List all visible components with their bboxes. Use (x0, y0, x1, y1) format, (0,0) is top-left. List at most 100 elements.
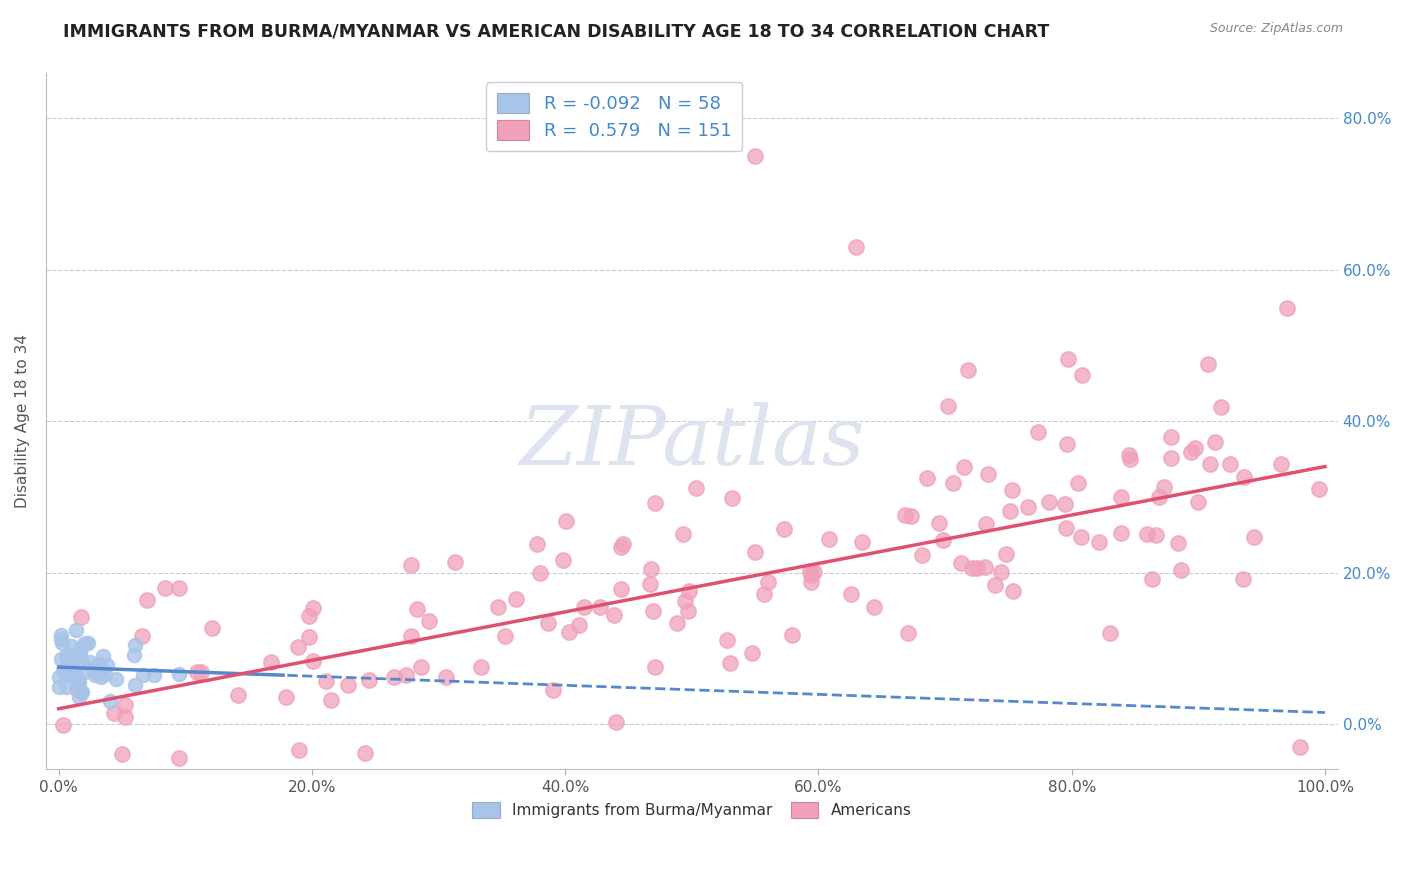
Point (418, 614, 440, 628)
Point (395, 668, 418, 682)
Point (966, 561, 988, 575)
Point (640, 562, 662, 576)
Point (1070, 530, 1092, 544)
Point (754, 587, 776, 601)
Point (1160, 450, 1182, 465)
Point (839, 586, 862, 600)
Point (1219, 457, 1241, 471)
Point (75, 635, 97, 649)
Point (741, 646, 763, 660)
Point (1088, 535, 1111, 549)
Point (671, 526, 693, 541)
Point (526, 537, 548, 551)
Point (900, 509, 922, 524)
Point (302, 601, 325, 615)
Point (673, 594, 696, 608)
Point (505, 591, 527, 606)
Point (124, 678, 146, 692)
Point (122, 648, 145, 663)
Point (83, 667, 105, 681)
Point (1001, 583, 1024, 598)
Point (1054, 521, 1077, 535)
Point (942, 475, 965, 490)
Point (142, 668, 165, 682)
Point (851, 535, 873, 549)
Point (1187, 495, 1209, 509)
Point (744, 544, 766, 558)
Point (59, 639, 82, 653)
Point (486, 600, 509, 615)
Point (990, 565, 1012, 579)
Point (957, 363, 980, 377)
Point (66, 678, 89, 692)
Point (950, 556, 973, 570)
Point (302, 654, 325, 668)
Point (69, 646, 91, 660)
Point (676, 604, 699, 618)
Point (928, 516, 950, 531)
Point (1136, 527, 1159, 541)
Point (603, 608, 626, 623)
Point (49, 632, 72, 646)
Point (135, 593, 157, 607)
Point (53, 666, 76, 681)
Point (678, 583, 700, 598)
Point (644, 496, 666, 510)
Point (1001, 483, 1024, 497)
Point (274, 690, 297, 704)
Point (63, 662, 86, 676)
Point (357, 673, 380, 687)
Point (90, 669, 112, 683)
Point (644, 660, 666, 674)
Point (1160, 430, 1182, 444)
Point (470, 659, 492, 673)
Point (1308, 482, 1330, 496)
Point (998, 503, 1021, 517)
Point (52, 718, 75, 732)
Point (288, 743, 311, 757)
Point (1209, 401, 1232, 415)
Point (201, 621, 224, 635)
Point (974, 560, 997, 574)
Point (186, 665, 208, 680)
Point (62, 662, 84, 676)
Point (382, 669, 405, 683)
Point (799, 564, 821, 578)
Point (931, 533, 953, 548)
Point (87, 659, 110, 673)
Point (70, 685, 93, 699)
Point (190, 665, 212, 679)
Point (610, 540, 633, 554)
Point (114, 710, 136, 724)
Point (409, 660, 432, 674)
Point (984, 578, 1007, 592)
Point (744, 149, 766, 163)
Point (65, 675, 87, 690)
Point (405, 601, 427, 615)
Point (96, 657, 118, 672)
Point (1118, 448, 1140, 462)
Point (401, 629, 423, 643)
Point (1197, 357, 1219, 371)
Point (1275, 301, 1298, 315)
Point (226, 689, 249, 703)
Point (894, 508, 917, 522)
Point (758, 574, 780, 589)
Point (589, 599, 612, 614)
Point (641, 604, 664, 618)
Point (936, 399, 959, 413)
Point (605, 715, 627, 730)
Point (574, 600, 596, 615)
Point (1243, 530, 1265, 544)
Point (1270, 457, 1292, 471)
Point (49, 652, 72, 666)
Point (51, 636, 73, 650)
Point (529, 566, 551, 581)
Point (1232, 573, 1254, 587)
Point (298, 630, 321, 644)
Point (298, 609, 321, 624)
Point (1199, 457, 1222, 471)
Point (83, 815, 105, 830)
Point (55, 649, 77, 664)
Point (69, 641, 91, 656)
